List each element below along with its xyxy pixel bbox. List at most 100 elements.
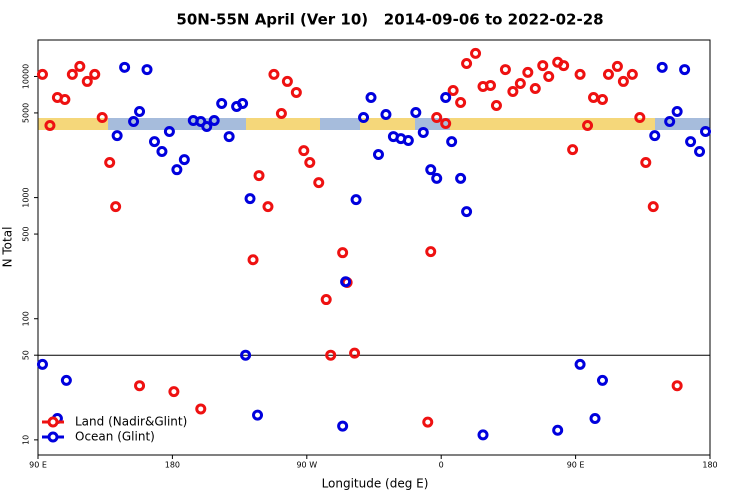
point (337, 247, 349, 259)
point (440, 92, 452, 104)
point (522, 66, 534, 78)
point (247, 254, 259, 266)
x-tick-label: 0 (439, 461, 444, 470)
point (60, 374, 72, 386)
point (36, 68, 48, 80)
point (74, 60, 86, 72)
point (588, 92, 600, 104)
point (589, 413, 601, 425)
point (252, 409, 264, 421)
point (320, 294, 332, 306)
point (596, 374, 608, 386)
point (253, 170, 265, 182)
point (208, 114, 220, 126)
point (671, 380, 683, 392)
point (262, 201, 274, 213)
point (514, 77, 526, 89)
point (567, 144, 579, 156)
point (700, 126, 712, 138)
point (148, 136, 160, 148)
ocean-strip (655, 118, 710, 130)
point (656, 61, 668, 73)
point (337, 420, 349, 432)
x-tick-label: 180 (165, 461, 180, 470)
point (134, 105, 146, 117)
y-tick-label: 10000 (22, 64, 31, 89)
point (499, 64, 511, 76)
point (66, 68, 78, 80)
legend-marker (47, 431, 59, 443)
point (417, 126, 429, 138)
point (455, 172, 467, 184)
x-tick-label: 90 E (29, 461, 47, 470)
y-tick-label: 10 (22, 435, 31, 445)
point (168, 386, 180, 398)
point (268, 68, 280, 80)
point (694, 146, 706, 158)
point (298, 145, 310, 157)
point (602, 68, 614, 80)
point (201, 121, 213, 133)
point (96, 112, 108, 124)
point (446, 136, 458, 148)
point (447, 84, 459, 96)
point (626, 68, 638, 80)
legend-label: Ocean (Glint) (75, 430, 155, 444)
point (490, 99, 502, 111)
point (455, 96, 467, 108)
point (380, 109, 392, 121)
point (582, 119, 594, 131)
point (340, 276, 352, 288)
point (237, 98, 249, 110)
point (111, 130, 123, 142)
point (216, 98, 228, 110)
point (358, 112, 370, 124)
point (349, 347, 361, 359)
point (195, 403, 207, 415)
y-tick-label: 5000 (22, 103, 31, 123)
point (484, 79, 496, 91)
point (240, 349, 252, 361)
point (537, 60, 549, 72)
point (440, 117, 452, 129)
y-tick-label: 1000 (22, 187, 31, 207)
point (529, 82, 541, 94)
point (410, 107, 422, 119)
point (461, 57, 473, 69)
point (425, 164, 437, 176)
point (664, 115, 676, 127)
point (350, 194, 362, 206)
point (128, 115, 140, 127)
point (134, 380, 146, 392)
point (223, 131, 235, 143)
point (141, 64, 153, 76)
x-tick-label: 90 E (567, 461, 585, 470)
point (477, 429, 489, 441)
point (171, 164, 183, 176)
point (574, 358, 586, 370)
legend-label: Land (Nadir&Glint) (75, 415, 187, 429)
point (119, 61, 131, 73)
point (558, 60, 570, 72)
point (671, 105, 683, 117)
point (244, 193, 256, 205)
point (679, 64, 691, 76)
point (461, 206, 473, 218)
point (507, 85, 519, 97)
point (425, 246, 437, 258)
point (156, 146, 168, 158)
point (470, 47, 482, 59)
point (290, 86, 302, 98)
point (365, 92, 377, 104)
x-axis-label: Longitude (deg E) (322, 477, 429, 491)
ocean-strip (320, 118, 360, 130)
point (104, 156, 116, 168)
plot-frame (37, 39, 711, 456)
point (59, 94, 71, 106)
point (44, 119, 56, 131)
chart-title: 50N-55N April (Ver 10) 2014-09-06 to 202… (176, 11, 603, 29)
point (178, 154, 190, 166)
point (543, 70, 555, 82)
point (402, 135, 414, 147)
